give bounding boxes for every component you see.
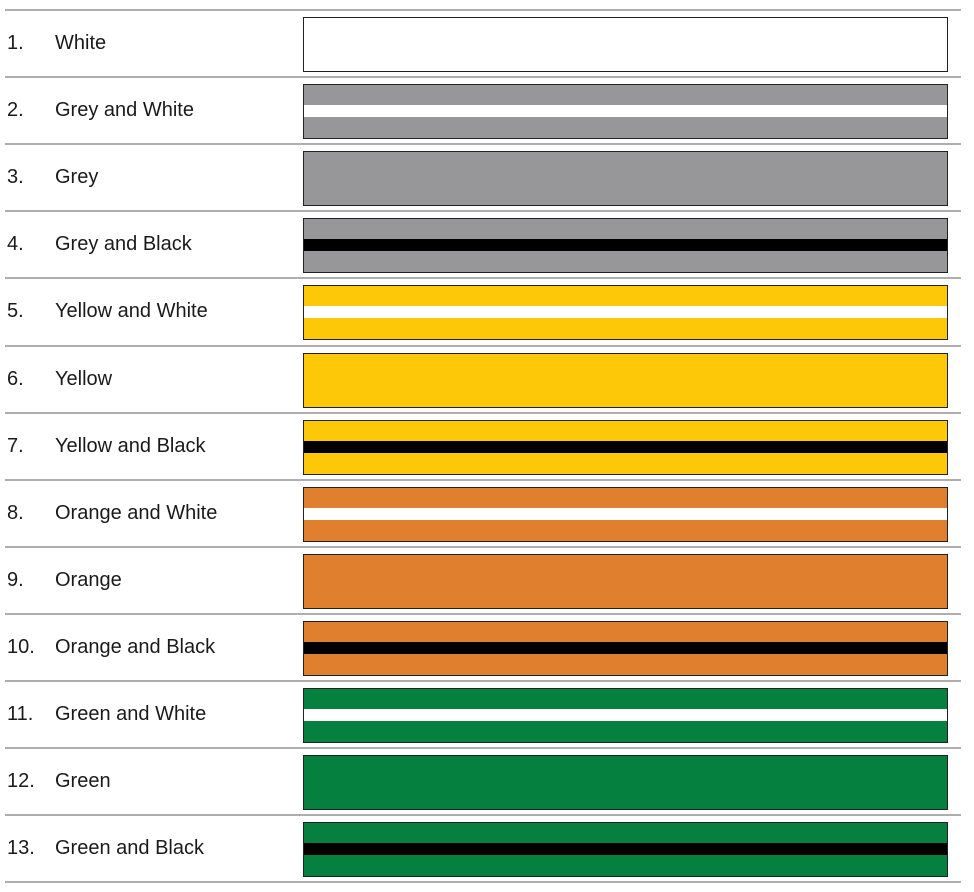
color-row: 11. Green and White — [0, 681, 974, 748]
color-label: Yellow and Black — [55, 434, 206, 457]
color-row: 3. Grey — [0, 144, 974, 211]
color-row: 9. Orange — [0, 547, 974, 614]
row-number: 7. — [7, 434, 24, 457]
row-divider — [5, 545, 961, 548]
color-swatch — [303, 151, 948, 207]
color-swatch — [303, 218, 948, 274]
row-divider — [5, 9, 961, 11]
row-divider — [5, 210, 961, 213]
row-divider — [5, 612, 961, 615]
white-stripe — [304, 306, 947, 319]
row-number: 13. — [7, 837, 35, 860]
row-divider — [5, 143, 961, 146]
color-label: Grey and Black — [55, 233, 192, 256]
row-number: 9. — [7, 568, 24, 591]
row-number: 11. — [7, 703, 34, 725]
color-swatch — [303, 17, 948, 72]
row-number: 2. — [7, 99, 24, 122]
color-row: 7. Yellow and Black — [0, 413, 974, 480]
color-row: 13. Green and Black — [0, 815, 974, 882]
white-stripe — [304, 105, 947, 118]
color-label: Orange and White — [55, 501, 218, 524]
white-stripe — [304, 709, 947, 721]
color-row: 6. Yellow — [0, 346, 974, 413]
row-number: 4. — [7, 233, 24, 256]
color-row: 8. Orange and White — [0, 480, 974, 547]
color-row: 5. Yellow and White — [0, 278, 974, 345]
color-row: 1. White — [0, 10, 974, 77]
row-divider — [5, 76, 961, 79]
white-stripe — [304, 507, 947, 520]
color-swatch — [303, 620, 948, 676]
color-label: Green and White — [55, 703, 207, 725]
color-swatch — [303, 352, 948, 408]
color-swatch — [303, 419, 948, 475]
row-divider — [5, 680, 961, 682]
row-divider — [5, 881, 961, 884]
color-swatch — [303, 84, 948, 140]
color-label: Yellow — [55, 367, 113, 390]
black-stripe — [304, 440, 947, 453]
color-label: Orange — [55, 568, 122, 591]
color-label: Green and Black — [55, 837, 204, 860]
row-number: 1. — [7, 32, 24, 54]
row-number: 12. — [7, 770, 35, 793]
row-divider — [5, 277, 961, 280]
color-swatch — [303, 285, 948, 341]
color-swatch — [303, 755, 948, 811]
row-divider — [5, 344, 961, 347]
row-number: 8. — [7, 501, 24, 524]
row-divider — [5, 411, 961, 414]
color-label: Green — [55, 770, 111, 793]
color-label: Yellow and White — [55, 300, 208, 323]
color-row: 2. Grey and White — [0, 77, 974, 144]
color-row: 12. Green — [0, 748, 974, 815]
color-row: 4. Grey and Black — [0, 211, 974, 278]
color-swatch — [303, 688, 948, 743]
black-stripe — [304, 843, 947, 856]
row-divider — [5, 478, 961, 481]
row-divider — [5, 747, 961, 750]
color-label: Grey and White — [55, 99, 194, 122]
color-label: Orange and Black — [55, 635, 216, 658]
black-stripe — [304, 641, 947, 654]
color-label: White — [55, 32, 107, 54]
row-number: 5. — [7, 300, 24, 323]
black-stripe — [304, 239, 947, 252]
color-swatch — [303, 822, 948, 878]
color-row: 10. Orange and Black — [0, 614, 974, 681]
color-label: Grey — [55, 166, 99, 189]
row-divider — [5, 814, 961, 817]
row-number: 6. — [7, 367, 24, 390]
row-number: 3. — [7, 166, 24, 189]
row-number: 10. — [7, 635, 35, 658]
color-swatch — [303, 486, 948, 542]
color-swatch — [303, 553, 948, 609]
